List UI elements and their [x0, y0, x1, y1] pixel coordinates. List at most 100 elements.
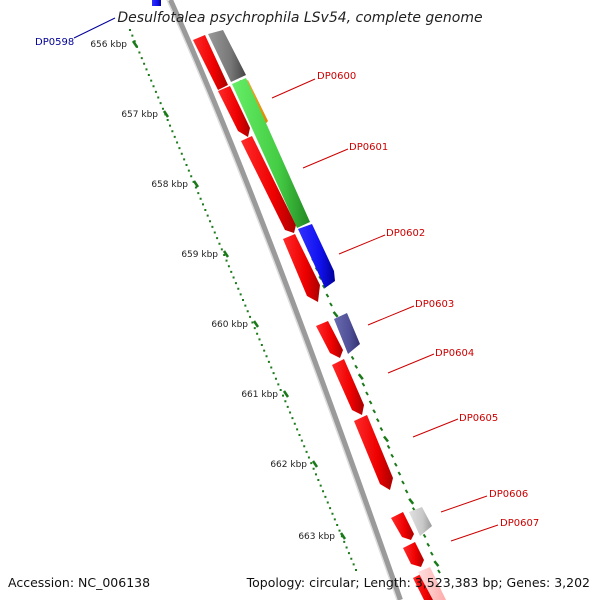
gene-label-dp0602[interactable]: DP0602: [386, 228, 425, 239]
tick-dot: [204, 209, 207, 211]
tick-dot: [333, 518, 336, 521]
inner-tick: [361, 382, 366, 387]
tick-dot: [298, 434, 301, 436]
gene-label-dp0600[interactable]: DP0600: [317, 71, 356, 82]
tick-dot: [260, 344, 263, 346]
gene-red-2[interactable]: [218, 86, 250, 137]
tick-label: 661 kbp: [241, 390, 278, 400]
gene-red-9[interactable]: [403, 542, 424, 567]
tick-label: 658 kbp: [151, 180, 188, 190]
tick-dot: [317, 479, 320, 481]
inner-tick: [379, 427, 384, 432]
tick-dot: [138, 51, 141, 54]
tick-labels: 656 kbp 657 kbp 658 kbp 659 kbp 660 kbp 661 k…: [90, 40, 335, 542]
tick-dot: [267, 360, 270, 363]
tick-dot: [253, 327, 256, 330]
tick-dot: [206, 214, 209, 217]
gene-pink[interactable]: [418, 567, 446, 600]
tick-dot: [190, 175, 193, 178]
genome-summary-text: Topology: circular; Length: 3,523,383 bp…: [246, 575, 590, 590]
gene-red-5[interactable]: [316, 321, 343, 358]
inner-tick: [354, 364, 359, 369]
gene-red-6[interactable]: [332, 359, 364, 415]
inner-tick: [365, 391, 369, 396]
tick-dot: [329, 507, 332, 510]
inner-tick: [397, 471, 402, 476]
tick-dot: [194, 186, 197, 189]
gene-red-3[interactable]: [241, 136, 296, 233]
tick-marks: [131, 40, 347, 540]
tick-label: 657 kbp: [121, 110, 158, 120]
inner-tick: [422, 533, 427, 538]
tick-dot: [223, 254, 226, 256]
tick-dot: [180, 152, 183, 155]
gene-label-leaders: [73, 17, 499, 542]
gene-red-4[interactable]: [283, 234, 320, 302]
inner-tick: [393, 462, 398, 467]
tick-dot: [312, 467, 315, 470]
inner-tick: [433, 560, 440, 567]
inner-tick: [329, 302, 333, 307]
tick-dot: [336, 524, 339, 526]
tick-dot: [300, 439, 303, 442]
gene-light-grey[interactable]: [409, 507, 432, 536]
inner-tick: [390, 453, 395, 458]
tick-dot: [279, 389, 282, 391]
tick-dot: [218, 242, 221, 245]
accession-text: Accession: NC_006138: [8, 575, 151, 590]
genome-backbone: [167, 0, 403, 600]
major-tick: [192, 180, 200, 188]
tick-dot: [232, 276, 235, 279]
tick-dot: [319, 484, 322, 487]
gene-label-dp0598[interactable]: DP0598: [35, 37, 74, 48]
tick-dot: [183, 158, 186, 161]
gene-blue[interactable]: [298, 224, 335, 288]
gene-green[interactable]: [232, 78, 310, 228]
inner-tick: [429, 551, 434, 556]
gene-label-dp0604[interactable]: DP0604: [435, 348, 474, 359]
tick-label: 663 kbp: [298, 532, 335, 542]
tick-dot: [237, 287, 240, 290]
gene-features: [152, 0, 446, 600]
tick-dot: [129, 29, 131, 31]
tick-dot: [201, 203, 204, 206]
gene-red-8[interactable]: [391, 512, 414, 540]
gene-red-1[interactable]: [193, 35, 228, 90]
gene-grey[interactable]: [208, 30, 246, 82]
gene-dp0598[interactable]: [152, 0, 161, 6]
tick-dot: [270, 366, 273, 369]
inner-tick: [408, 498, 415, 505]
inner-tick: [386, 444, 391, 449]
tick-dot: [324, 495, 327, 498]
tick-dot: [197, 192, 200, 195]
tick-dot: [314, 473, 317, 476]
gene-label-dp0607[interactable]: DP0607: [500, 518, 539, 529]
tick-dot: [345, 546, 348, 549]
gene-red-7[interactable]: [354, 415, 393, 490]
major-tick: [311, 460, 319, 468]
inner-tick: [383, 435, 389, 443]
tick-dot: [169, 124, 172, 127]
tick-dot: [154, 90, 157, 93]
tick-dot: [303, 445, 306, 448]
tick-dot: [234, 282, 237, 285]
tick-dot: [185, 164, 188, 166]
tick-dot: [211, 225, 214, 228]
tick-dot: [159, 102, 162, 105]
inner-tick: [350, 355, 355, 360]
major-tick: [282, 390, 290, 398]
tick-dot: [326, 501, 329, 504]
tick-dot: [305, 450, 308, 453]
tick-dot: [220, 248, 223, 251]
gene-purple[interactable]: [334, 313, 360, 354]
inner-tick: [357, 373, 364, 380]
gene-label-dp0606[interactable]: DP0606: [489, 489, 528, 500]
tick-label: 659 kbp: [181, 250, 218, 260]
gene-label-dp0601[interactable]: DP0601: [349, 142, 388, 153]
tick-dot: [263, 349, 266, 352]
gene-label-dp0605[interactable]: DP0605: [459, 413, 498, 424]
gene-label-dp0603[interactable]: DP0603: [415, 299, 454, 310]
tick-track: [129, 29, 357, 571]
tick-dot: [307, 456, 310, 459]
tick-dot: [239, 293, 242, 296]
